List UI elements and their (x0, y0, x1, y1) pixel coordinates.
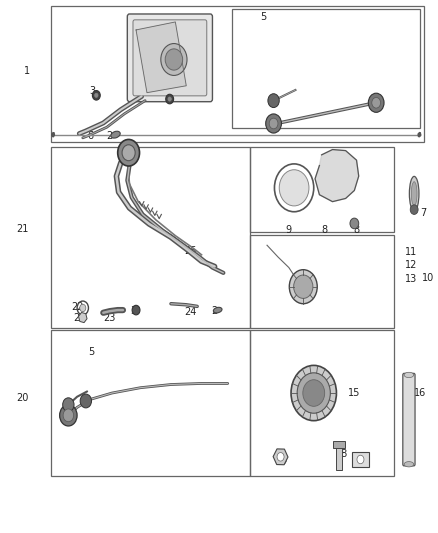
Circle shape (63, 398, 74, 411)
Circle shape (350, 218, 359, 229)
Circle shape (277, 453, 284, 461)
Circle shape (291, 366, 336, 421)
Circle shape (166, 94, 173, 104)
Text: 3: 3 (166, 92, 172, 102)
Circle shape (118, 140, 140, 166)
Circle shape (60, 405, 77, 426)
Ellipse shape (404, 462, 414, 467)
Text: 3: 3 (89, 86, 95, 96)
Text: 6: 6 (88, 131, 94, 141)
Text: 24: 24 (184, 306, 196, 317)
Text: 22: 22 (71, 302, 83, 312)
Text: 8: 8 (353, 225, 359, 236)
Text: 17: 17 (358, 456, 371, 465)
Text: 12: 12 (405, 261, 417, 270)
Circle shape (52, 133, 54, 136)
Text: 8: 8 (321, 225, 327, 236)
Text: 20: 20 (16, 393, 29, 403)
FancyBboxPatch shape (133, 20, 207, 96)
Ellipse shape (404, 372, 414, 377)
Circle shape (297, 373, 330, 413)
Polygon shape (136, 22, 186, 93)
Bar (250, 147, 394, 232)
Circle shape (293, 275, 313, 298)
Circle shape (303, 379, 325, 406)
Circle shape (122, 145, 135, 161)
Circle shape (168, 97, 171, 101)
Bar (51, 330, 250, 477)
Bar (333, 441, 345, 448)
Circle shape (165, 49, 183, 70)
Text: 11: 11 (405, 247, 417, 257)
Ellipse shape (410, 176, 419, 211)
Circle shape (372, 98, 381, 108)
Ellipse shape (213, 308, 222, 313)
Text: 4: 4 (197, 14, 203, 24)
Circle shape (269, 118, 278, 129)
Bar (352, 451, 369, 467)
Bar (232, 9, 420, 128)
Bar (250, 330, 394, 477)
Text: 15: 15 (348, 388, 360, 398)
Circle shape (268, 94, 279, 108)
Text: 26: 26 (73, 313, 85, 323)
Circle shape (80, 304, 86, 312)
Ellipse shape (411, 182, 417, 206)
FancyBboxPatch shape (127, 14, 212, 102)
Text: 16: 16 (414, 388, 426, 398)
Circle shape (161, 44, 187, 76)
Bar (51, 147, 250, 328)
Circle shape (357, 455, 364, 464)
Text: 7: 7 (420, 208, 427, 219)
Circle shape (95, 93, 98, 98)
Text: 21: 21 (16, 224, 29, 235)
Text: 25: 25 (184, 246, 196, 255)
Bar (51, 6, 424, 142)
Text: 13: 13 (405, 274, 417, 284)
Circle shape (266, 114, 282, 133)
Bar (336, 445, 342, 470)
Text: 23: 23 (103, 313, 116, 323)
Polygon shape (315, 150, 359, 201)
Text: 2: 2 (212, 305, 218, 316)
Circle shape (132, 305, 140, 315)
Circle shape (418, 133, 421, 136)
Circle shape (92, 91, 100, 100)
Bar (250, 235, 394, 328)
Circle shape (410, 205, 418, 214)
FancyBboxPatch shape (403, 373, 415, 466)
Text: 19: 19 (276, 456, 288, 465)
Circle shape (368, 93, 384, 112)
Text: 14: 14 (305, 287, 318, 297)
Text: 2: 2 (106, 131, 112, 141)
Text: 10: 10 (422, 273, 434, 282)
Text: 9: 9 (286, 225, 291, 236)
Ellipse shape (111, 131, 120, 138)
Text: 5: 5 (261, 12, 267, 22)
Circle shape (63, 409, 74, 422)
Text: 18: 18 (336, 449, 349, 458)
Circle shape (279, 169, 309, 206)
Circle shape (80, 394, 92, 408)
Text: 5: 5 (88, 346, 94, 357)
Circle shape (289, 270, 317, 304)
Text: 1: 1 (24, 66, 30, 76)
Text: 3: 3 (131, 305, 137, 316)
